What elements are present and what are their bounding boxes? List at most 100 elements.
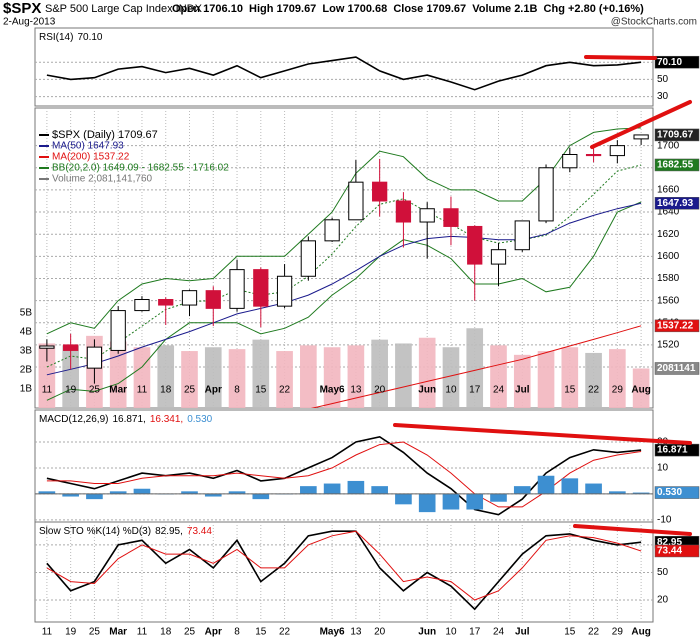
histogram-bar	[323, 483, 341, 494]
volume-bar	[561, 347, 579, 408]
y-tick-label: 1600	[657, 251, 680, 262]
volume-bar	[133, 347, 151, 408]
series-line	[46, 56, 642, 91]
candle-body	[348, 181, 364, 221]
y-tick-label: 1520	[657, 340, 680, 351]
volume-bar	[442, 347, 460, 408]
legend-label: Volume 2,081,141,760	[52, 174, 153, 185]
histogram-bar	[109, 491, 127, 494]
volume-bar	[347, 345, 365, 408]
x-tick-label: 15	[564, 385, 576, 396]
volume-bar	[323, 347, 341, 408]
y-tick-label: 1560	[657, 295, 680, 306]
panel: -100102016.8710.530MACD(12,26,9)16.871,1…	[34, 409, 700, 526]
candle-body	[609, 145, 625, 157]
panel-legend: RSI(14) 70.10	[39, 32, 103, 43]
volume-bar	[466, 328, 484, 408]
x-tick-label: 24	[493, 627, 505, 638]
volume-bar	[252, 339, 270, 408]
value-tag: 1682.55	[657, 160, 694, 171]
histogram-bar	[513, 486, 531, 494]
y-tick-label: 30	[657, 91, 669, 102]
candle-body	[443, 208, 459, 227]
volume-bar	[276, 351, 293, 408]
value-tag: 1647.93	[657, 198, 694, 209]
candle-body	[39, 345, 55, 349]
legend-entry: 73.44	[187, 526, 212, 537]
value-tag-box	[654, 362, 700, 375]
y-tick-label: -10	[657, 515, 672, 526]
x-tick-label: Mar	[109, 627, 127, 638]
x-tick-label: 25	[89, 385, 101, 396]
value-tag: 73.44	[657, 546, 682, 557]
histogram-bar	[585, 483, 602, 494]
volume-tick-label: 1B	[20, 384, 33, 395]
x-tick-label: Jul	[515, 385, 530, 396]
y-tick-label: 1700	[657, 140, 680, 151]
volume-bar	[513, 354, 531, 408]
x-tick-label: Jun	[418, 385, 436, 396]
histogram-bar	[632, 492, 650, 494]
panel-legend: MACD(12,26,9) 16.871, 16.341, 0.530	[39, 414, 213, 425]
volume-tick-label: 3B	[20, 346, 33, 357]
candle-body	[205, 290, 221, 309]
annotation-line	[573, 524, 692, 536]
volume-bar	[300, 345, 317, 408]
panel-frame	[34, 409, 654, 523]
volume-bar	[537, 351, 555, 408]
x-tick-label: 19	[65, 627, 77, 638]
x-tick-label: 17	[469, 627, 481, 638]
y-tick-label: 10	[657, 463, 669, 474]
x-tick-label: Mar	[109, 385, 127, 396]
volume-bar	[228, 349, 246, 408]
panel-legend: Slow STO %K(14) %D(3) 82.95, 73.44	[39, 526, 212, 537]
value-tag: 1709.67	[657, 130, 694, 141]
annotation-line	[590, 100, 692, 149]
plot-area	[35, 56, 653, 98]
y-tick-label: 20	[657, 595, 669, 606]
trend-annotations	[393, 55, 692, 536]
band-lower	[46, 201, 642, 401]
x-tick-label: Jul	[515, 627, 530, 638]
y-tick-label: 1640	[657, 207, 680, 218]
plot-area	[35, 522, 653, 622]
volume-bar	[38, 343, 56, 408]
volume-bar	[418, 337, 436, 408]
symbol-name: S&P 500 Large Cap Index INDX	[45, 3, 203, 15]
histogram-bar	[371, 486, 388, 494]
volume-tick-label: 4B	[20, 327, 33, 338]
legend-entry: 16.871,	[112, 414, 145, 425]
value-tag: 82.95	[657, 537, 682, 548]
value-tag-box	[654, 55, 700, 69]
x-tick-label: 24	[493, 385, 505, 396]
series-line	[46, 530, 642, 601]
x-tick-label: 15	[255, 627, 267, 638]
candle-body	[395, 200, 412, 223]
legend-label: $SPX (Daily) 1709.67	[52, 129, 158, 141]
candle-body	[585, 153, 602, 157]
x-tick-label: Jun	[418, 627, 436, 638]
annotation-line	[584, 55, 657, 60]
y-tick-label: 1620	[657, 229, 680, 240]
value-tag-box	[654, 319, 700, 333]
candle-body	[86, 346, 103, 369]
x-tick-label: 22	[588, 385, 600, 396]
x-tick-label: 8	[234, 627, 240, 638]
x-tick-label: 10	[445, 385, 457, 396]
histogram-bar	[442, 493, 460, 510]
candle-body	[181, 290, 198, 306]
candle-body	[253, 269, 269, 307]
legend-entry: 0.530	[187, 414, 212, 425]
volume-bar	[371, 339, 388, 408]
x-tick-label: 29	[612, 627, 624, 638]
y-tick-label: 1660	[657, 185, 680, 196]
symbol: $SPX	[3, 0, 41, 17]
candle-body	[63, 344, 79, 351]
candle-body	[372, 181, 388, 202]
x-tick-label: 11	[42, 385, 53, 396]
candle-body	[110, 310, 126, 351]
histogram-bar	[609, 491, 626, 494]
value-tag: 2081141	[657, 363, 696, 374]
